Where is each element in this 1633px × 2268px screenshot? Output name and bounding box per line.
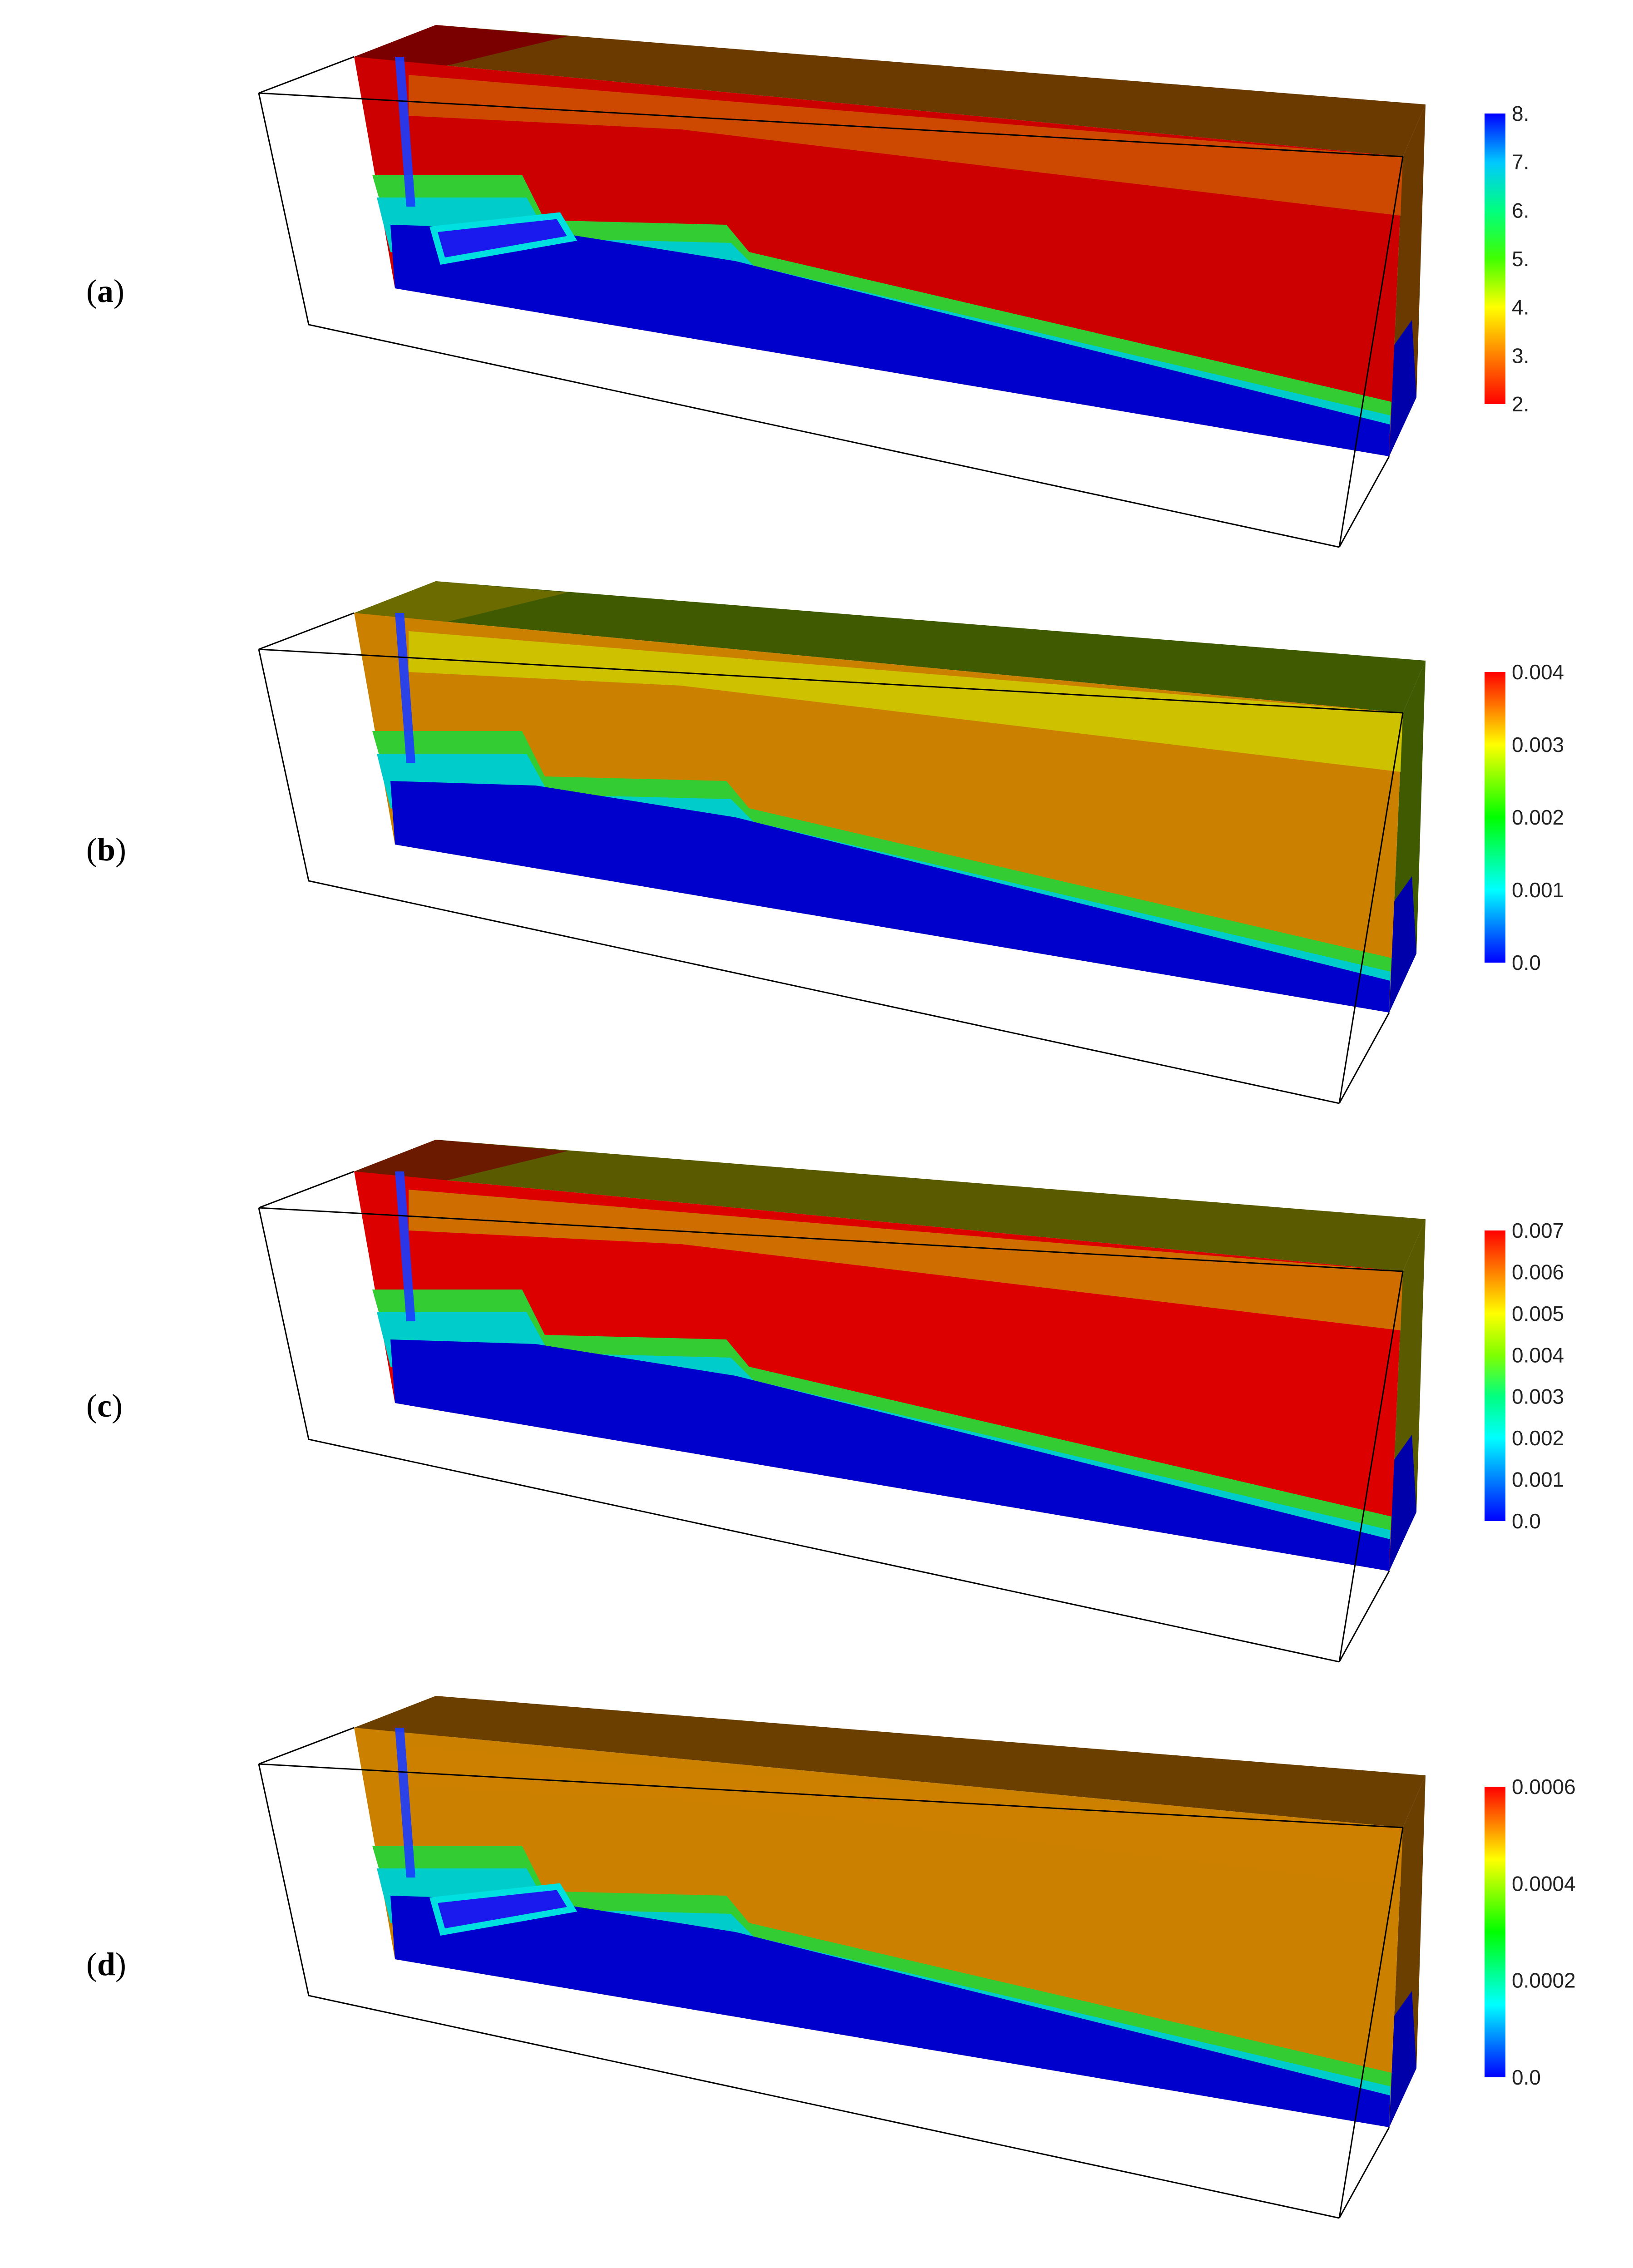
vertical-channel: [395, 613, 415, 763]
frame-edge-br: [1338, 1571, 1390, 1662]
colorbar-tick-label: 0.001: [1512, 878, 1564, 902]
frame-edge-top: [258, 1207, 1403, 1272]
colorbar-tick-label: 0.0: [1512, 1509, 1541, 1533]
top-face: [354, 25, 1426, 157]
colorbar: [1485, 1787, 1505, 2077]
colorbar-tick-label: 7.: [1512, 150, 1529, 174]
colorbar-tick-label: 3.: [1512, 344, 1529, 367]
top-face: [354, 1140, 1426, 1271]
colorbar-tick-label: 0.002: [1512, 1426, 1564, 1450]
frame-edge-right: [1338, 1827, 1404, 2219]
bottom-layer: [390, 781, 1390, 1013]
frame-back-edge: [258, 1764, 1340, 2219]
frame-back-edge: [258, 1207, 1340, 1663]
upper-band: [409, 1746, 1403, 1887]
colorbar-tick-label: 0.0004: [1512, 1872, 1576, 1895]
colorbar-tick-label: 0.0006: [1512, 1775, 1576, 1799]
side-face-bottom: [1389, 876, 1416, 1013]
frame-edge-right: [1338, 1271, 1404, 1662]
bottom-layer: [390, 1896, 1390, 2127]
colorbar-tick-label: 2.: [1512, 392, 1529, 416]
vertical-channel: [395, 1171, 415, 1321]
panel-label-c: (c): [86, 1388, 123, 1424]
frame-edge-tl: [258, 56, 355, 94]
panel-a: (a) 8. 7. 6. 5. 4. 3. 2.: [86, 25, 1529, 548]
frame-edge-top: [258, 648, 1403, 714]
side-face-bottom: [1389, 1435, 1416, 1571]
colorbar-tick-label: 6.: [1512, 198, 1529, 222]
colorbar: [1485, 114, 1505, 404]
panel-label-d: (d): [86, 1946, 126, 1982]
frame-edge-br: [1338, 456, 1390, 548]
frame-edge-top: [258, 1763, 1403, 1828]
colorbar-tick-label: 5.: [1512, 247, 1529, 271]
colorbar-tick-label: 0.002: [1512, 805, 1564, 829]
frame-edge-br: [1338, 1012, 1390, 1104]
colorbar-tick-label: 0.001: [1512, 1468, 1564, 1492]
frame-edge-tl: [258, 1171, 355, 1209]
frame-back-edge: [258, 93, 1340, 548]
colorbar-tick-label: 0.006: [1512, 1260, 1564, 1284]
panel-c: (c) 0.007 0.006 0.005 0.004 0.003 0.002 0.001 0…: [86, 1140, 1564, 1663]
frame-edge-tl: [258, 1727, 355, 1765]
colorbar-tick-label: 0.005: [1512, 1302, 1564, 1325]
frame-back-edge: [258, 649, 1340, 1104]
upper-band: [409, 1190, 1403, 1330]
side-face-bottom: [1389, 320, 1416, 456]
colorbar-tick-label: 8.: [1512, 102, 1529, 125]
top-face: [354, 1696, 1426, 1828]
frame-edge-right: [1338, 712, 1404, 1104]
upper-band: [409, 631, 1403, 772]
bottom-layer: [390, 225, 1390, 456]
vertical-channel: [395, 57, 415, 207]
colorbar-tick-label: 0.0002: [1512, 1969, 1576, 1992]
inclusion: [429, 212, 577, 265]
colorbar-tick-label: 0.003: [1512, 1385, 1564, 1408]
colorbar: [1485, 672, 1505, 963]
frame-edge-br: [1338, 2127, 1390, 2219]
frame-edge-right: [1338, 156, 1404, 548]
colorbar-tick-label: 0.0: [1512, 951, 1541, 974]
frame-edge-top: [258, 92, 1403, 158]
inclusion: [429, 1883, 577, 1936]
colorbar-tick-label: 0.003: [1512, 733, 1564, 756]
side-face-bottom: [1389, 1991, 1416, 2127]
colorbar-tick-label: 4.: [1512, 296, 1529, 319]
frame-edge-tl: [258, 612, 355, 650]
panel-label-a: (a): [86, 273, 124, 309]
vertical-channel: [395, 1728, 415, 1878]
bottom-layer: [390, 1339, 1390, 1571]
panel-d: (d) 0.0006 0.0004 0.0002 0.0: [86, 1696, 1576, 2219]
colorbar-tick-label: 0.004: [1512, 660, 1564, 684]
colorbar: [1485, 1230, 1505, 1521]
upper-band: [409, 75, 1403, 216]
top-face: [354, 581, 1426, 713]
panel-label-b: (b): [86, 831, 126, 868]
colorbar-tick-label: 0.0: [1512, 2065, 1541, 2089]
colorbar-tick-label: 0.007: [1512, 1219, 1564, 1242]
colorbar-tick-label: 0.004: [1512, 1343, 1564, 1367]
panel-b: (b) 0.004 0.003 0.002 0.001 0.0: [86, 581, 1564, 1104]
